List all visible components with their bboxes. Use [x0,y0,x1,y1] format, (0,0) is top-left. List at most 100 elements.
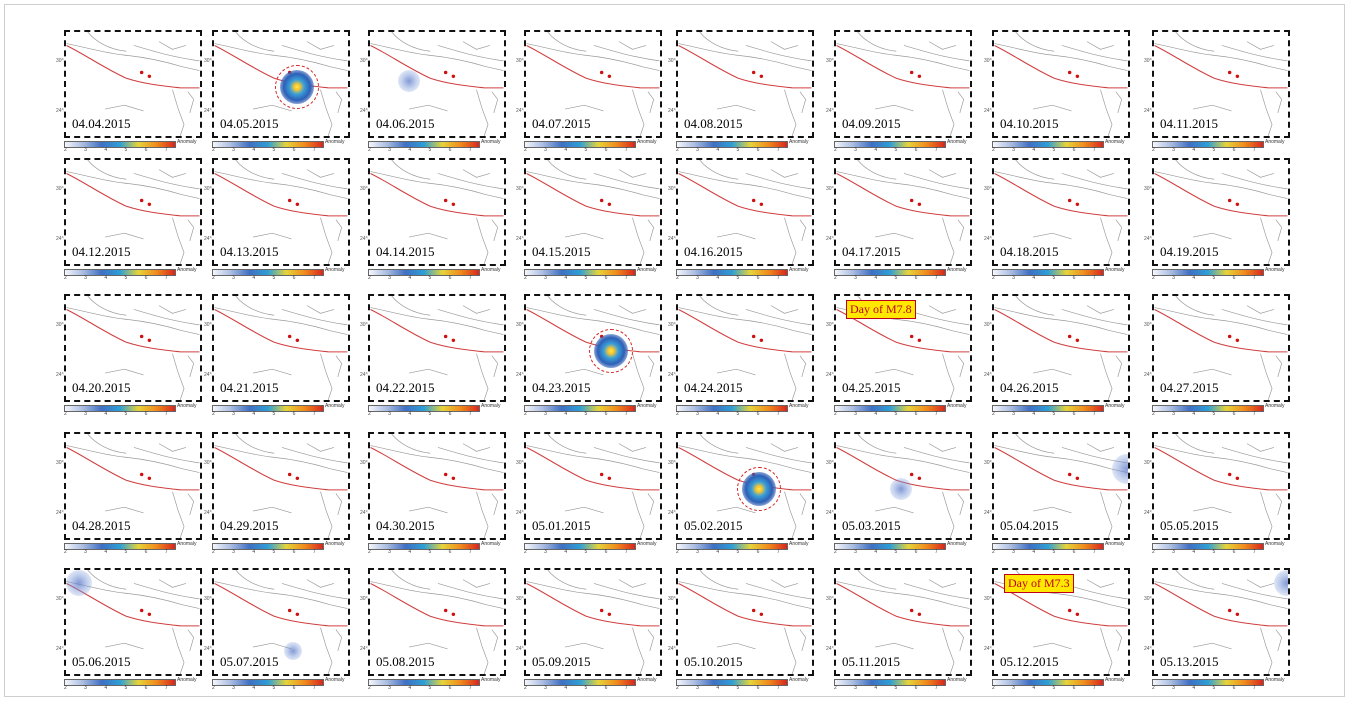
border-line [105,104,144,112]
border-line [784,353,797,400]
date-label: 04.12.2015 [72,244,131,259]
date-label: 05.09.2015 [532,654,591,669]
border-line [942,217,955,264]
border-line [770,305,799,314]
colorbar-ticks: 2 3 4 5 6 7 [992,275,1104,281]
border-line [593,309,660,326]
earthquake-day-label: Day of M7.3 [1004,574,1074,593]
fault-line [214,447,348,491]
border-line [133,173,200,190]
border-line [857,32,897,52]
border-line [437,45,504,62]
epicenter-marker [759,338,764,343]
latitude-label: 30°N [360,596,372,602]
anomaly-map: 04.12.2015 [64,158,202,266]
border-line [784,627,797,674]
fault-line [678,583,812,627]
base-map [526,32,660,136]
latitude-label: 30°N [516,596,528,602]
date-label: 04.14.2015 [376,244,435,259]
border-line [1061,45,1128,62]
border-line [526,581,660,609]
border-line [320,353,333,400]
border-line [618,443,647,452]
border-line [1086,169,1115,178]
epicenter-marker [917,202,922,207]
border-line [942,491,955,538]
epicenter-marker [759,74,764,79]
date-label: 04.18.2015 [1000,244,1059,259]
latitude-label: 24°N [204,108,216,114]
border-line [87,434,127,454]
base-map [836,160,970,264]
border-line [770,169,799,178]
epicenter-marker [443,70,448,75]
border-line [699,296,739,316]
date-label: 05.11.2015 [842,654,901,669]
latitude-label: 24°N [56,646,68,652]
base-map [678,160,812,264]
border-line [678,445,812,473]
border-line [1015,296,1055,316]
epicenter-marker [139,472,144,477]
fault-line [1154,447,1288,491]
date-label: 04.29.2015 [220,518,279,533]
border-line [745,309,812,326]
colorbar [524,405,636,412]
border-line [875,232,914,240]
border-line [306,579,335,588]
date-label: 04.27.2015 [1160,380,1219,395]
border-line [942,353,955,400]
border-line [491,355,499,377]
border-line [1221,309,1288,326]
anomaly-map: 05.08.2015 [368,568,506,676]
map-panel: 30°N 24°N 04.05.2015 Anomaly 2 3 4 5 6 7 [204,30,350,154]
base-map [994,434,1128,538]
map-panel: 30°N 24°N 04.24.2015 Anomaly 2 3 4 5 6 7 [668,294,814,418]
border-line [476,353,489,400]
latitude-label: 24°N [360,108,372,114]
base-map [526,160,660,264]
anomaly-map: 04.09.2015 [834,30,972,138]
map-panel: 30°N 24°N 05.04.2015 Anomaly 2 3 4 5 6 7 [984,432,1130,556]
latitude-label: 30°N [516,186,528,192]
border-line [306,305,335,314]
date-label: 04.30.2015 [376,518,435,533]
epicenter-marker [451,74,456,79]
base-map [370,296,504,400]
latitude-label: 30°N [1144,58,1156,64]
latitude-label: 24°N [360,236,372,242]
border-line [593,447,660,464]
border-line [1015,434,1055,454]
base-map [678,32,812,136]
border-line [618,579,647,588]
epicenter-marker [451,338,456,343]
colorbar-ticks: 2 3 4 5 6 7 [212,275,324,281]
latitude-label: 30°N [516,322,528,328]
border-line [1086,305,1115,314]
border-line [1100,627,1113,674]
latitude-label: 24°N [516,510,528,516]
colorbar [1152,269,1264,276]
anomaly-map: 04.30.2015 [368,432,506,540]
border-line [462,169,491,178]
border-line [1275,629,1283,651]
colorbar [992,269,1104,276]
epicenter-marker [443,334,448,339]
colorbar [834,141,946,148]
anomaly-map: 04.21.2015 [212,294,350,402]
epicenter-marker [287,472,292,477]
border-line [235,434,275,454]
fault-line [66,173,200,217]
colorbar [834,543,946,550]
epicenter-marker [287,334,292,339]
border-line [799,91,807,113]
weak-anomaly-spot [398,70,420,92]
latitude-label: 24°N [826,236,838,242]
border-line [370,43,504,71]
latitude-label: 24°N [1144,646,1156,652]
border-line [281,173,348,190]
border-line [857,160,897,180]
colorbar-label: Anomaly [325,267,345,273]
